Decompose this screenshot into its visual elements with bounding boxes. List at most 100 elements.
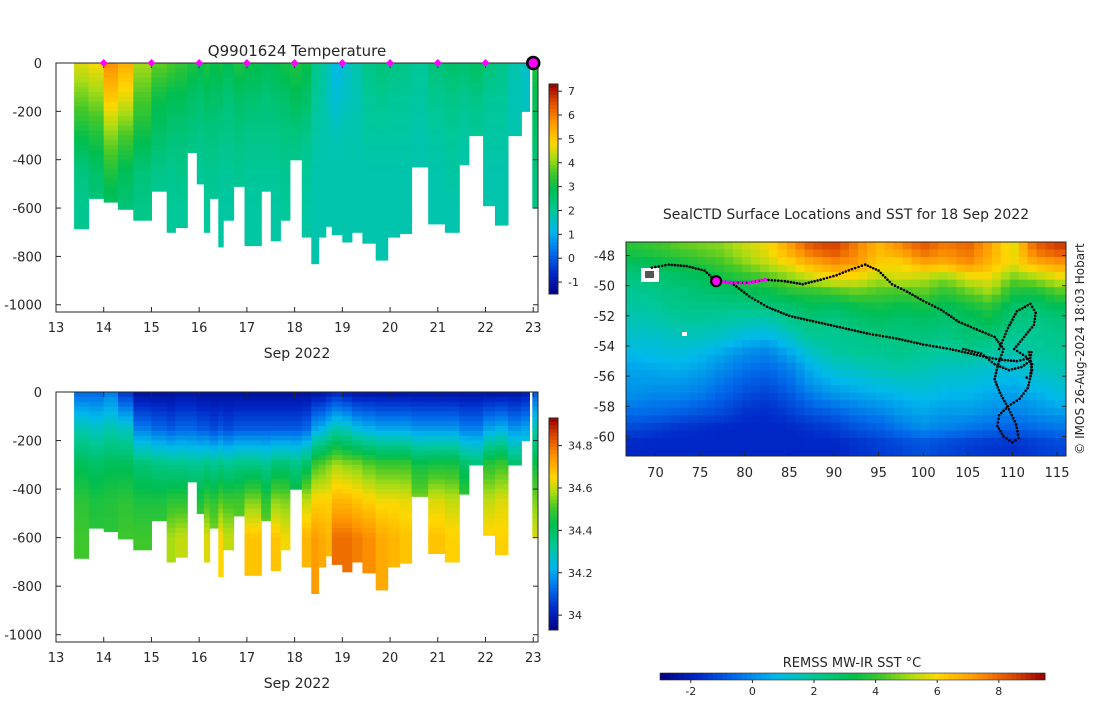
sst-cell [965,294,975,303]
section-cell [223,208,235,214]
sst-cell [902,264,913,273]
track-point [1018,308,1021,312]
sst-cell [777,249,788,258]
section-cell [218,208,224,214]
section-cell [301,518,312,524]
sst-cell [840,370,850,379]
section-cell [175,392,188,398]
section-cell [103,150,119,156]
sst-cell [715,257,725,266]
sst-cell [670,279,681,288]
section-cell [495,435,509,442]
sst-cell [634,272,645,281]
section-cell [175,159,188,166]
sst-cell [670,355,681,364]
sst-cell [991,415,1002,424]
section-cell [362,145,377,151]
profile-column [175,392,188,558]
sst-cell [750,324,761,333]
section-cell [270,503,281,510]
section-cell [468,421,484,427]
section-cell [387,116,401,122]
sst-cell [893,453,904,456]
section-cell [387,232,401,238]
section-cell [223,121,235,127]
track-point [907,339,910,343]
section-cell [387,179,401,185]
sst-cell [991,264,1002,273]
section-cell [318,87,327,93]
profile-marker [433,59,442,67]
section-cell [203,92,211,98]
sst-cell [947,370,957,379]
section-cell [218,532,224,539]
sst-cell [938,437,948,446]
track-point [1024,355,1028,358]
sst-cell [715,453,725,456]
section-cell [261,421,272,427]
section-cell [218,508,224,514]
section-cell [175,217,188,224]
sst-cell [688,377,698,386]
sst-cell [875,249,886,258]
sst-cell [965,287,975,296]
section-cell [289,87,303,93]
track-point [847,327,851,331]
section-cell [233,116,246,122]
sst-cell [867,370,877,379]
section-cell [387,174,401,180]
section-cell [459,401,470,408]
section-cell [459,140,470,146]
sst-cell [965,340,975,349]
section-cell [187,150,198,153]
section-cell [318,227,327,233]
sst-cell [661,302,672,311]
sst-cell [1054,347,1064,356]
track-point [847,269,851,272]
sst-cell [1018,453,1029,456]
section-cell [175,111,188,117]
section-cell [532,111,538,117]
section-cell [151,450,168,456]
colorbar-swatch [549,619,558,624]
sst-cell [652,317,663,326]
section-cell [203,87,211,93]
sst-cell [965,257,975,266]
sst-cell [1036,453,1046,456]
section-cell [280,435,291,442]
section-cell [196,96,205,103]
sst-cell [1045,392,1055,401]
section-cell [301,557,312,563]
track-point [963,323,967,326]
section-cell [151,183,168,190]
section-cell [468,106,484,112]
section-cell [187,455,198,461]
sst-cell [634,415,645,424]
section-cell [342,227,353,233]
track-segment [962,347,1031,372]
section-cell [118,455,134,461]
sst-cell [893,340,904,349]
section-cell [399,523,413,529]
sst-cell [1045,317,1055,326]
track-point [996,386,1000,389]
section-cell [342,232,353,238]
section-cell [301,435,312,442]
section-cell [74,450,89,456]
sst-cell [822,407,832,416]
track-point [1026,330,1030,334]
track-point [954,349,958,352]
track-point [1011,318,1014,321]
profile-column [118,392,134,540]
section-cell [351,513,363,519]
section-cell [88,489,105,495]
track-point [740,289,743,292]
section-cell [103,396,119,403]
section-cell [218,479,224,485]
section-cell [74,164,89,170]
sst-cell [733,400,743,409]
section-cell [133,188,152,195]
section-cell [244,571,262,576]
section-cell [244,121,262,127]
section-cell [428,445,446,451]
